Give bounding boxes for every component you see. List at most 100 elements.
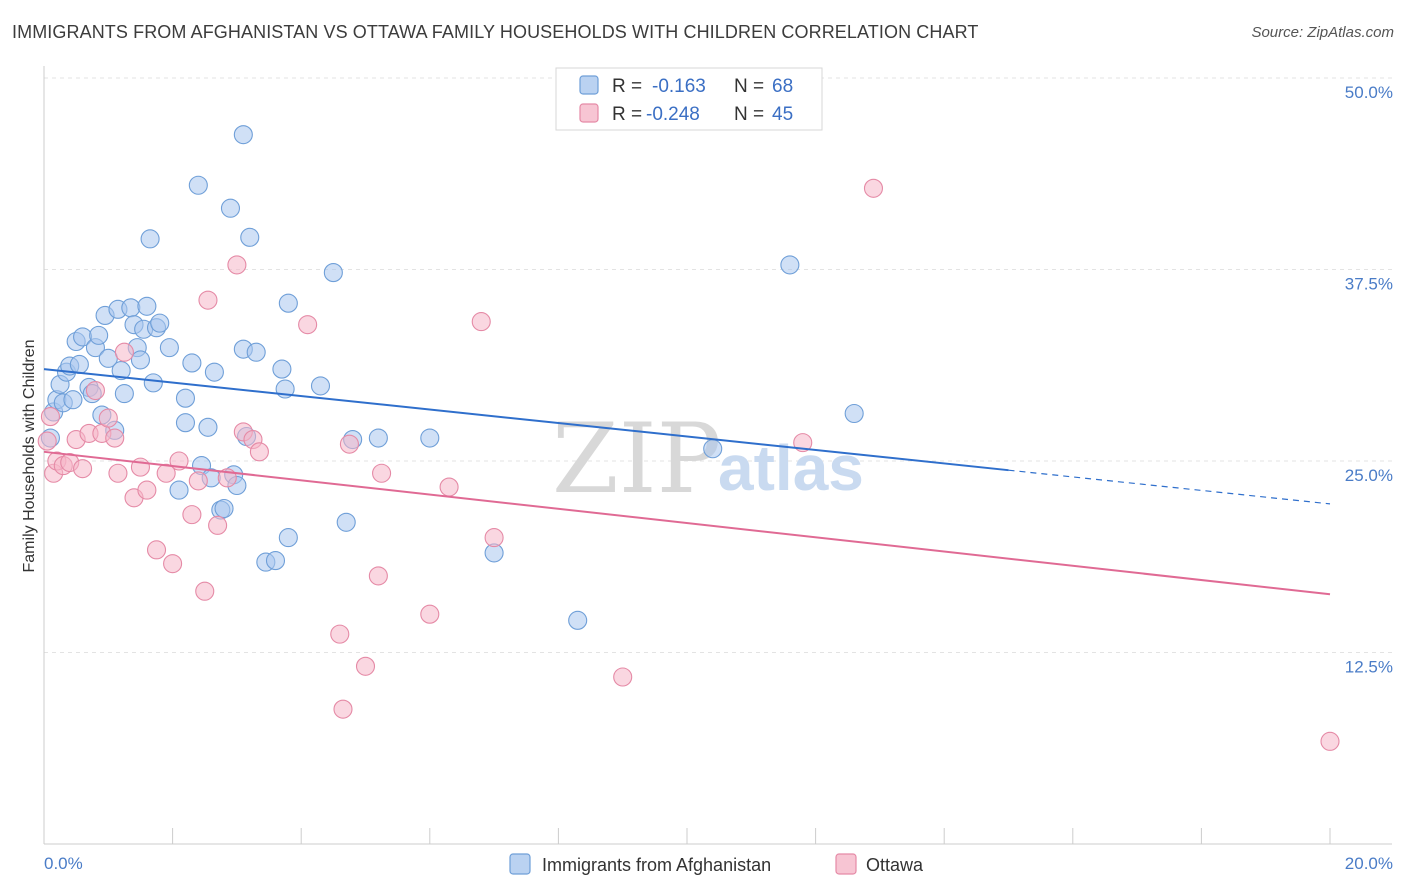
point-ottawa <box>330 624 350 644</box>
point-ottawa <box>1320 731 1340 751</box>
point-ottawa <box>439 477 459 497</box>
point-afghanistan <box>272 359 292 379</box>
point-afghanistan <box>703 439 723 459</box>
point-ottawa <box>339 434 359 454</box>
trendline-afghanistan-extension <box>1008 469 1331 505</box>
point-ottawa <box>73 459 93 479</box>
trendline-ottawa <box>43 450 1331 596</box>
point-ottawa <box>471 312 491 332</box>
source-label: Source: ZipAtlas.com <box>1251 24 1394 41</box>
point-afghanistan <box>220 198 241 218</box>
point-ottawa <box>613 667 633 687</box>
point-afghanistan <box>137 296 157 316</box>
legend-swatch-ottawa <box>579 103 599 123</box>
point-afghanistan <box>246 342 266 362</box>
legend-n-value-1: 68 <box>772 76 793 97</box>
bottom-legend-label-afghanistan: Immigrants from Afghanistan <box>542 855 771 875</box>
watermark-zip: ZIP <box>552 403 721 515</box>
point-afghanistan <box>89 325 109 345</box>
point-afghanistan <box>188 175 208 195</box>
point-ottawa <box>108 463 128 483</box>
trendline-afghanistan <box>43 368 1009 472</box>
point-ottawa <box>333 699 353 719</box>
point-ottawa <box>163 554 183 574</box>
point-afghanistan <box>265 551 286 571</box>
x-tick-label-max: 20.0% <box>1345 854 1393 873</box>
point-ottawa <box>198 290 218 310</box>
legend-box <box>555 67 823 131</box>
point-afghanistan <box>143 373 163 393</box>
point-afghanistan <box>114 384 134 404</box>
y-tick-label: 50.0% <box>1345 83 1393 102</box>
point-afghanistan <box>159 338 179 358</box>
point-ottawa <box>146 540 167 560</box>
y-tick-label: 37.5% <box>1345 275 1393 294</box>
axis-layer: 12.5% 25.0% 37.5% 50.0% <box>43 66 1393 845</box>
legend-r-value-1: -0.163 <box>652 76 706 97</box>
point-afghanistan <box>111 361 131 381</box>
y-tick-label: 25.0% <box>1345 466 1393 485</box>
top-legend: R = -0.163 N = 68 R = -0.248 N = 45 <box>555 67 823 131</box>
bottom-legend-label-ottawa: Ottawa <box>866 855 924 875</box>
point-afghanistan <box>130 350 150 370</box>
point-ottawa <box>298 315 318 335</box>
point-afghanistan <box>310 376 331 396</box>
point-afghanistan <box>140 229 160 249</box>
point-ottawa <box>98 408 118 428</box>
points-layer <box>37 125 1340 751</box>
y-axis-label: Family Households with Children <box>21 340 38 573</box>
point-afghanistan <box>204 362 224 382</box>
point-afghanistan <box>214 498 234 519</box>
point-afghanistan <box>233 125 253 145</box>
point-afghanistan <box>844 403 864 424</box>
bottom-legend-swatch-afghanistan <box>509 853 531 875</box>
point-afghanistan <box>323 263 343 283</box>
chart-title: IMMIGRANTS FROM AFGHANISTAN VS OTTAWA FA… <box>12 22 979 42</box>
point-afghanistan <box>568 610 588 630</box>
bottom-legend-swatch-ottawa <box>835 853 857 875</box>
point-ottawa <box>188 471 208 491</box>
legend-r-label-2: R = <box>612 104 642 125</box>
point-ottawa <box>37 431 57 451</box>
grid-layer <box>44 77 1392 653</box>
point-ottawa <box>368 566 388 586</box>
point-ottawa <box>137 480 157 500</box>
watermark: ZIP atlas <box>552 403 864 515</box>
legend-n-label-2: N = <box>734 104 764 125</box>
point-afghanistan <box>175 388 196 408</box>
point-afghanistan <box>121 298 141 318</box>
point-ottawa <box>863 178 884 198</box>
point-ottawa <box>372 463 392 483</box>
point-ottawa <box>208 515 228 535</box>
point-ottawa <box>195 581 215 601</box>
legend-n-value-2: 45 <box>772 104 793 125</box>
point-afghanistan <box>278 293 298 313</box>
point-afghanistan <box>169 480 189 500</box>
point-afghanistan <box>780 255 800 275</box>
point-ottawa <box>40 407 60 427</box>
point-ottawa <box>105 428 125 448</box>
point-afghanistan <box>278 528 298 548</box>
point-ottawa <box>420 604 440 624</box>
legend-r-value-2: -0.248 <box>646 104 700 125</box>
x-tick-label-min: 0.0% <box>44 854 83 873</box>
point-afghanistan <box>69 354 89 375</box>
bottom-legend: Immigrants from Afghanistan Ottawa <box>509 853 924 875</box>
point-afghanistan <box>420 428 440 448</box>
point-afghanistan <box>150 313 170 333</box>
point-ottawa <box>114 342 134 362</box>
point-afghanistan <box>198 417 218 437</box>
point-ottawa <box>355 656 376 676</box>
point-afghanistan <box>336 512 356 532</box>
watermark-atlas: atlas <box>718 432 864 504</box>
point-afghanistan <box>175 413 196 433</box>
point-ottawa <box>484 528 504 548</box>
trend-layer <box>43 368 1331 596</box>
legend-swatch-afghanistan <box>579 75 599 95</box>
point-ottawa <box>227 255 247 275</box>
legend-n-label-1: N = <box>734 76 764 97</box>
y-tick-label: 12.5% <box>1345 658 1393 677</box>
legend-r-label-1: R = <box>612 76 642 97</box>
point-ottawa <box>182 505 202 525</box>
